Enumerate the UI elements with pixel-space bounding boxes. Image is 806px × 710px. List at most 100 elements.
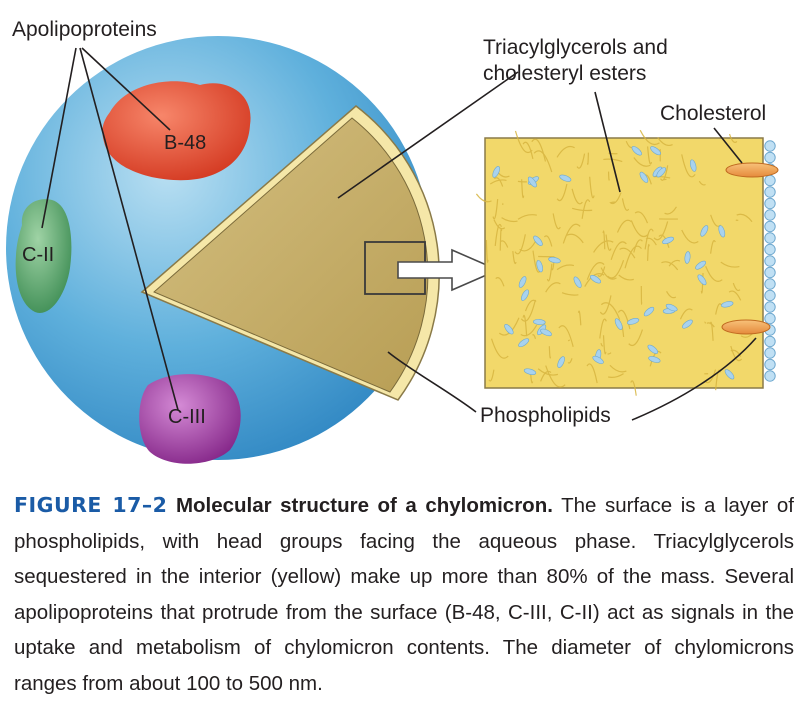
cholesteryl-ester-molecule (721, 301, 734, 308)
fatty-acid-chain (586, 363, 598, 384)
fatty-acid-chain (681, 229, 699, 244)
fatty-acid-chain (633, 157, 651, 167)
cholesteryl-ester-molecule (689, 159, 697, 172)
fatty-acid-chain (599, 318, 607, 339)
cholesteryl-ester-molecule (631, 146, 642, 156)
fatty-acid-chain (576, 153, 586, 169)
fatty-acid-chain (567, 339, 571, 342)
fatty-acid-chain (493, 219, 506, 230)
label-b48: B-48 (164, 132, 207, 154)
label-cholesterol: Cholesterol (660, 102, 767, 125)
apo-c2-shape (15, 199, 72, 313)
fatty-acid-chain (586, 262, 605, 280)
fatty-acid-chain (661, 261, 679, 271)
zoom-arrow (397, 248, 501, 292)
fatty-acid-chain (485, 240, 489, 263)
fatty-acid-chain (587, 152, 589, 165)
fatty-acid-chain (589, 176, 595, 199)
fatty-acid-chain (609, 192, 622, 205)
cholesteryl-ester-molecule (518, 338, 530, 348)
fatty-acid-chain (736, 213, 753, 223)
fatty-acid-chain (532, 334, 537, 339)
fatty-acid-chain (584, 273, 605, 287)
cholesteryl-ester-molecule (662, 236, 674, 245)
fatty-acid-chain (634, 211, 649, 224)
fatty-acid-chain (728, 133, 738, 143)
fatty-acid-chain (705, 265, 723, 282)
cholesteryl-ester-molecule (548, 256, 561, 264)
apo-b48-shape (102, 81, 251, 181)
cholesteryl-ester-molecule (647, 344, 659, 354)
fatty-acid-chain (607, 373, 624, 378)
fatty-acid-chain (489, 179, 507, 185)
cholesteryl-ester-molecule (557, 356, 565, 368)
fatty-acid-chain (715, 303, 722, 315)
fatty-acid-chain (607, 171, 610, 181)
cholesterol-molecule (725, 162, 779, 178)
fatty-acid-chain (621, 198, 630, 212)
leader-phospholipid-rim (387, 351, 477, 413)
fatty-acid-chain (501, 217, 518, 223)
leader-phospholipid-inset (631, 337, 757, 421)
fatty-acid-chain (537, 368, 559, 376)
phospholipid-head (764, 151, 776, 164)
fatty-acid-chain (730, 345, 743, 362)
fatty-acid-chain (581, 199, 591, 219)
fatty-acid-chain (617, 309, 631, 330)
fatty-acid-chain (567, 358, 573, 364)
fatty-acid-chain (552, 213, 561, 230)
cholesteryl-ester-molecule (536, 260, 543, 273)
label-phospholipids: Phospholipids (480, 404, 611, 427)
fatty-acid-chain (558, 325, 574, 347)
cholesteryl-ester-molecule (614, 318, 623, 330)
phospholipid-head (764, 174, 776, 187)
figure-number: FIGURE 17–2 (14, 493, 168, 517)
fatty-acid-chain (653, 221, 669, 241)
fatty-acid-chain (490, 338, 509, 359)
fatty-acid-chain (488, 369, 495, 382)
cholesteryl-ester-molecule (523, 368, 537, 375)
fatty-acid-chain (571, 188, 583, 205)
cholesteryl-ester-molecule (573, 276, 582, 288)
cholesteryl-ester-molecule (589, 274, 602, 284)
cholesteryl-ester-molecule (665, 303, 678, 312)
fatty-acid-chain (666, 291, 677, 299)
fatty-acid-chain (522, 141, 534, 159)
fatty-acid-chain (668, 259, 681, 267)
fatty-acid-chain (499, 227, 503, 251)
label-c3: C-III (168, 406, 206, 428)
fatty-acid-chain (556, 183, 568, 202)
fatty-acid-chain (647, 146, 653, 165)
phospholipid-head (764, 220, 776, 233)
fatty-acid-chain (609, 364, 627, 373)
fatty-acid-chain (618, 274, 634, 281)
fatty-acid-chain (543, 235, 553, 247)
fatty-acid-chain (732, 282, 741, 292)
fatty-acid-chain (517, 214, 537, 220)
phospholipid-head (764, 266, 776, 279)
cholesteryl-ester-molecule (521, 289, 529, 301)
leader-apo-b48 (81, 47, 171, 131)
phospholipid-head (764, 197, 776, 210)
cholesteryl-ester-molecule (504, 324, 514, 335)
fatty-acid-chain (545, 365, 566, 388)
caption-body: The surface is a layer of phospholipids,… (14, 494, 795, 695)
core-cutaway (153, 117, 429, 393)
phospholipid-head (764, 312, 776, 325)
fatty-acid-chain (619, 247, 636, 259)
cholesteryl-ester-molecule (639, 171, 649, 183)
fatty-acid-chain (633, 239, 643, 253)
fatty-acid-chain (520, 324, 538, 337)
cholesteryl-ester-molecule (656, 167, 666, 178)
fatty-acid-chain (600, 342, 604, 347)
fatty-acid-chain (607, 260, 625, 279)
fatty-acid-chain (602, 335, 607, 355)
fatty-acid-chain (599, 295, 612, 315)
phospholipid-head (764, 335, 776, 348)
fatty-acid-chain (600, 267, 617, 280)
cholesteryl-ester-molecule (533, 319, 546, 325)
fatty-acid-chain (600, 302, 621, 320)
fatty-acid-chain (514, 234, 526, 255)
phospholipid-head (764, 232, 776, 244)
fatty-acid-chain (603, 158, 623, 163)
